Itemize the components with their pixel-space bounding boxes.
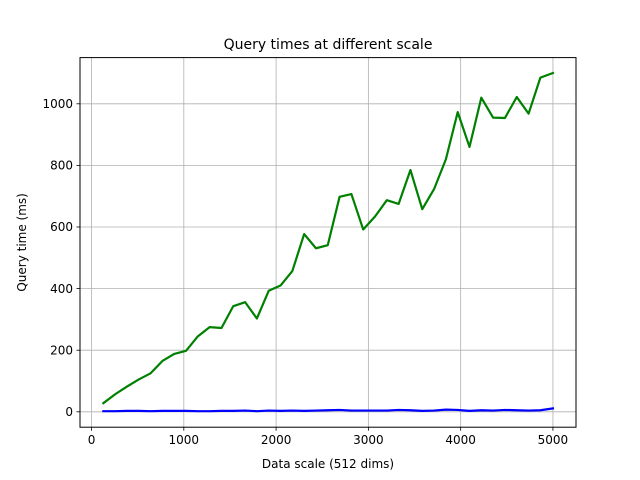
x-tick-label: 5000 (538, 433, 569, 447)
x-tick-label: 1000 (169, 433, 200, 447)
y-tick-label: 400 (50, 282, 73, 296)
chart-title: Query times at different scale (224, 37, 433, 53)
x-tick-label: 0 (88, 433, 96, 447)
plot-frame (79, 57, 577, 428)
y-axis-ticks: 0 200 400 600 800 1000 (42, 97, 80, 419)
x-axis-ticks: 0 1000 2000 3000 4000 5000 (88, 427, 568, 447)
y-tick-label: 200 (50, 343, 73, 357)
x-tick-label: 3000 (353, 433, 384, 447)
x-tick-label: 2000 (261, 433, 292, 447)
y-tick-label: 0 (65, 405, 73, 419)
y-axis-label: Query time (ms) (15, 193, 29, 292)
y-tick-label: 600 (50, 220, 73, 234)
series-lines (101, 71, 555, 413)
series-line-0 (101, 71, 555, 405)
x-axis-label: Data scale (512 dims) (262, 457, 394, 471)
y-tick-label: 800 (50, 159, 73, 173)
series-line-1 (102, 407, 555, 413)
x-tick-label: 4000 (445, 433, 476, 447)
y-tick-label: 1000 (42, 97, 73, 111)
